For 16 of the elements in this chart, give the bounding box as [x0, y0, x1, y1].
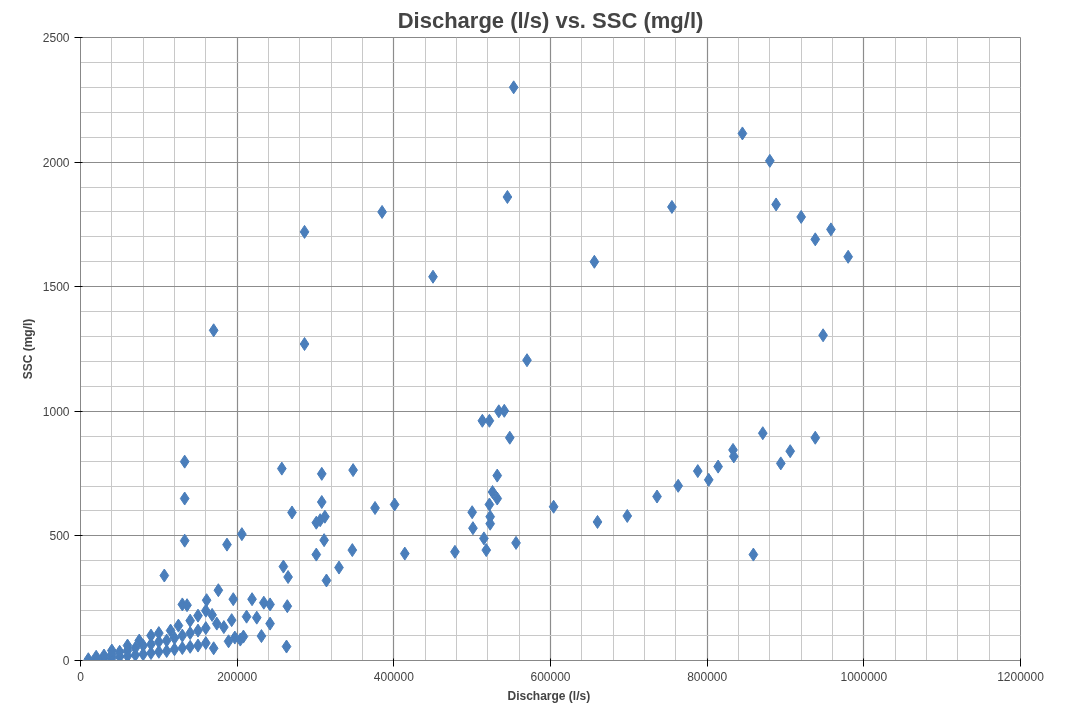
chart-title: Discharge (l/s) vs. SSC (mg/l)	[397, 7, 704, 33]
x-tick-label: 800000	[687, 669, 728, 684]
y-tick-label: 2000	[42, 155, 70, 170]
x-tick-label: 0	[77, 669, 85, 684]
y-tick-label: 500	[49, 529, 70, 544]
x-tick-label: 400000	[373, 669, 415, 684]
y-tick-label: 0	[62, 654, 70, 668]
x-tick-label: 600000	[530, 669, 571, 684]
x-tick-label: 1200000	[997, 669, 1045, 684]
x-tick-label: 200000	[217, 669, 258, 684]
y-tick-label: 2500	[42, 31, 70, 45]
x-axis-title: Discharge (l/s)	[507, 688, 591, 703]
x-tick-label: 1000000	[840, 669, 888, 684]
y-tick-label: 1500	[42, 280, 70, 295]
y-axis-title: SSC (mg/l)	[20, 318, 35, 380]
y-tick-label: 1000	[42, 404, 70, 419]
